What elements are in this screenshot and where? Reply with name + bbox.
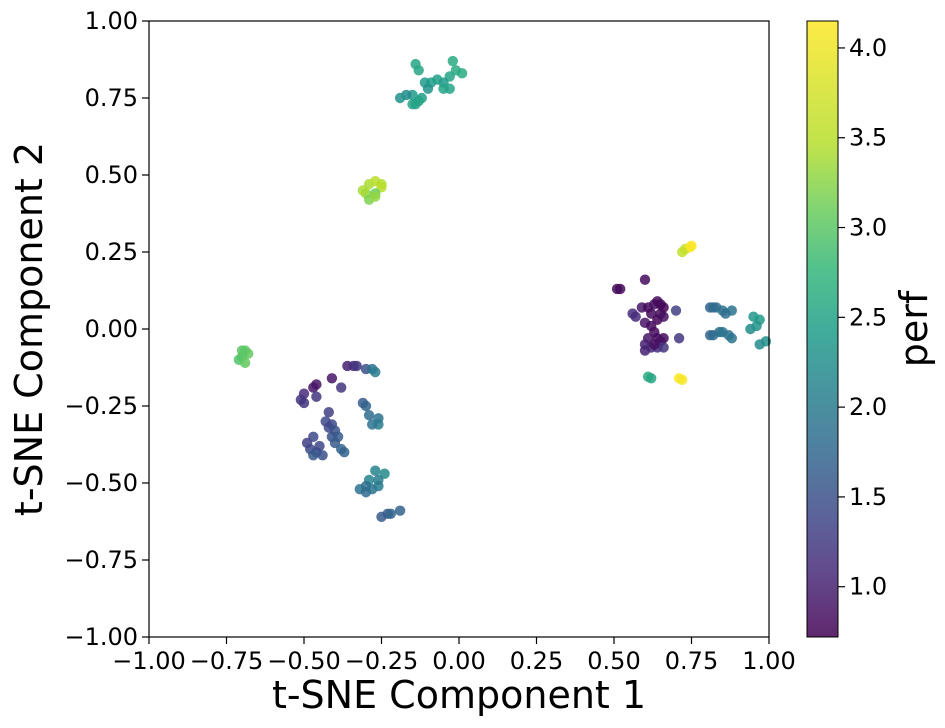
scatter-point <box>456 68 468 79</box>
scatter-point <box>298 397 310 409</box>
scatter-point <box>673 333 685 344</box>
scatter-point <box>394 505 406 516</box>
scatter-point <box>239 357 251 369</box>
scatter-point <box>370 366 381 378</box>
plot-frame <box>148 20 770 638</box>
scatter-point <box>308 450 319 461</box>
colorbar-title: perf <box>892 289 936 367</box>
scatter-point <box>726 305 737 316</box>
scatter-point <box>639 274 651 285</box>
scatter-point <box>630 311 641 322</box>
x-tick-label: −0.25 <box>345 647 419 675</box>
scatter-point <box>670 305 682 316</box>
scatter-point <box>394 92 406 104</box>
scatter-point <box>677 374 688 386</box>
scatter-point <box>326 373 338 384</box>
scatter-point <box>236 345 248 356</box>
scatter-point <box>373 419 384 430</box>
y-tick-label: 0.50 <box>85 161 138 189</box>
y-tick-label: −0.75 <box>64 546 138 574</box>
scatter-point <box>311 391 322 402</box>
x-axis-title: t-SNE Component 1 <box>272 673 646 717</box>
x-axis: −1.00 −0.75 −0.50 −0.25 0.00 0.25 0.50 0.75 1.00 <box>112 637 796 675</box>
scatter-point <box>684 242 696 253</box>
scatter-point <box>370 465 381 476</box>
scatter-point <box>726 333 737 344</box>
colorbar-tick-label: 3.0 <box>849 214 887 242</box>
x-tick-label: 0.00 <box>432 647 485 675</box>
scatter-point <box>323 406 334 418</box>
scatter-point <box>351 360 362 372</box>
x-tick-label: 0.50 <box>587 647 640 675</box>
colorbar-tick-label: 4.0 <box>849 34 887 62</box>
colorbar-tick-label: 2.0 <box>849 393 887 421</box>
scatter-point <box>677 246 688 258</box>
y-tick-label: −0.25 <box>64 392 138 420</box>
colorbar-tick-label: 2.5 <box>849 303 887 331</box>
x-tick-label: −0.50 <box>267 647 341 675</box>
y-tick-label: −0.50 <box>64 469 138 497</box>
scatter-point <box>357 185 369 196</box>
scatter-point <box>373 480 384 492</box>
scatter-point <box>385 508 396 519</box>
scatter-point <box>407 98 418 110</box>
y-tick-label: −1.00 <box>64 623 138 651</box>
colorbar-ticks: 1.0 1.5 2.0 2.5 3.0 3.5 4.0 <box>838 34 887 601</box>
scatter-point <box>754 339 765 350</box>
x-tick-label: 0.75 <box>665 647 718 675</box>
colorbar-tick-label: 3.5 <box>849 124 887 152</box>
y-tick-label: 0.00 <box>85 315 138 343</box>
y-axis-title: t-SNE Component 2 <box>7 142 51 516</box>
colorbar: 1.0 1.5 2.0 2.5 3.0 3.5 4.0 perf <box>806 20 936 638</box>
scatter-point <box>422 83 434 94</box>
scatter-point <box>336 382 347 393</box>
scatter-point <box>363 410 375 421</box>
scatter-point <box>649 339 660 350</box>
scatter-point <box>314 440 325 452</box>
scatter-point <box>360 400 372 412</box>
scatter-point <box>308 382 319 393</box>
colorbar-frame <box>806 20 839 638</box>
scatter-point <box>658 342 669 353</box>
x-tick-label: 1.00 <box>742 647 795 675</box>
x-tick-label: −1.00 <box>112 647 186 675</box>
x-tick-label: −0.75 <box>190 647 264 675</box>
scatter-point <box>339 447 350 458</box>
scatter-point <box>444 83 455 94</box>
scatter-points <box>233 55 772 523</box>
scatter-point <box>370 191 381 202</box>
colorbar-tick-label: 1.5 <box>849 483 887 511</box>
y-axis: −1.00 −0.75 −0.50 −0.25 0.00 0.25 0.50 0.75 1.00 <box>64 7 149 651</box>
colorbar-gradient <box>807 21 838 637</box>
y-tick-label: 0.25 <box>85 238 138 266</box>
x-tick-label: 0.25 <box>510 647 563 675</box>
y-tick-label: 0.75 <box>85 84 138 112</box>
scatter-point <box>751 320 762 332</box>
scatter-point <box>413 65 424 76</box>
colorbar-tick-label: 1.0 <box>849 573 887 601</box>
scatter-point <box>447 55 458 67</box>
scatter-point <box>646 373 657 384</box>
scatter-point <box>317 450 328 461</box>
scatter-point <box>615 283 626 295</box>
y-tick-label: 1.00 <box>85 7 138 35</box>
scatter-point <box>658 311 669 322</box>
